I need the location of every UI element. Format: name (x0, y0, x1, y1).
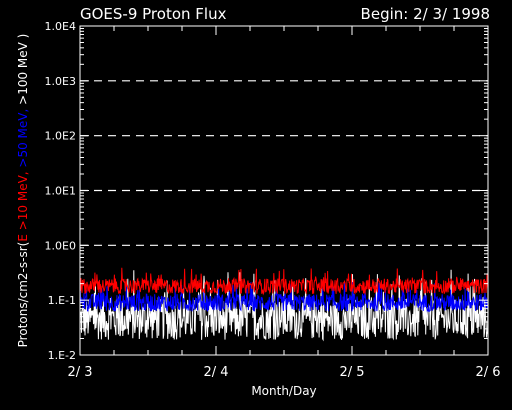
y-axis-label-part-1: E >10 MeV, (16, 168, 30, 242)
x-tick-label-2: 2/ 5 (339, 365, 364, 380)
y-axis-label-part-0: Protons/cm2-s-sr( (16, 242, 30, 348)
y-tick-label-5: 1.0E3 (45, 75, 76, 88)
chart-title: GOES-9 Proton Flux (80, 5, 227, 23)
y-tick-label-3: 1.0E1 (45, 185, 76, 198)
y-tick-label-2: 1.0E0 (45, 239, 76, 252)
y-axis-label: Protons/cm2-s-sr(E >10 MeV, >50 MeV, >10… (16, 34, 30, 348)
y-tick-label-1: 1.E-1 (48, 294, 76, 307)
y-axis-label-part-2: >50 MeV, (16, 105, 30, 168)
x-tick-label-0: 2/ 3 (67, 365, 92, 380)
x-tick-label-3: 2/ 6 (475, 365, 500, 380)
x-axis-label: Month/Day (251, 384, 316, 398)
x-tick-label-1: 2/ 4 (203, 365, 228, 380)
begin-date-label: Begin: 2/ 3/ 1998 (361, 5, 490, 23)
series-line-2 (79, 267, 489, 296)
y-tick-label-6: 1.0E4 (45, 20, 76, 33)
y-tick-label-0: 1.E-2 (48, 349, 76, 362)
y-tick-label-4: 1.0E2 (45, 130, 76, 143)
y-axis-label-part-3: >100 MeV ) (16, 34, 30, 105)
series-line-1 (79, 281, 489, 313)
